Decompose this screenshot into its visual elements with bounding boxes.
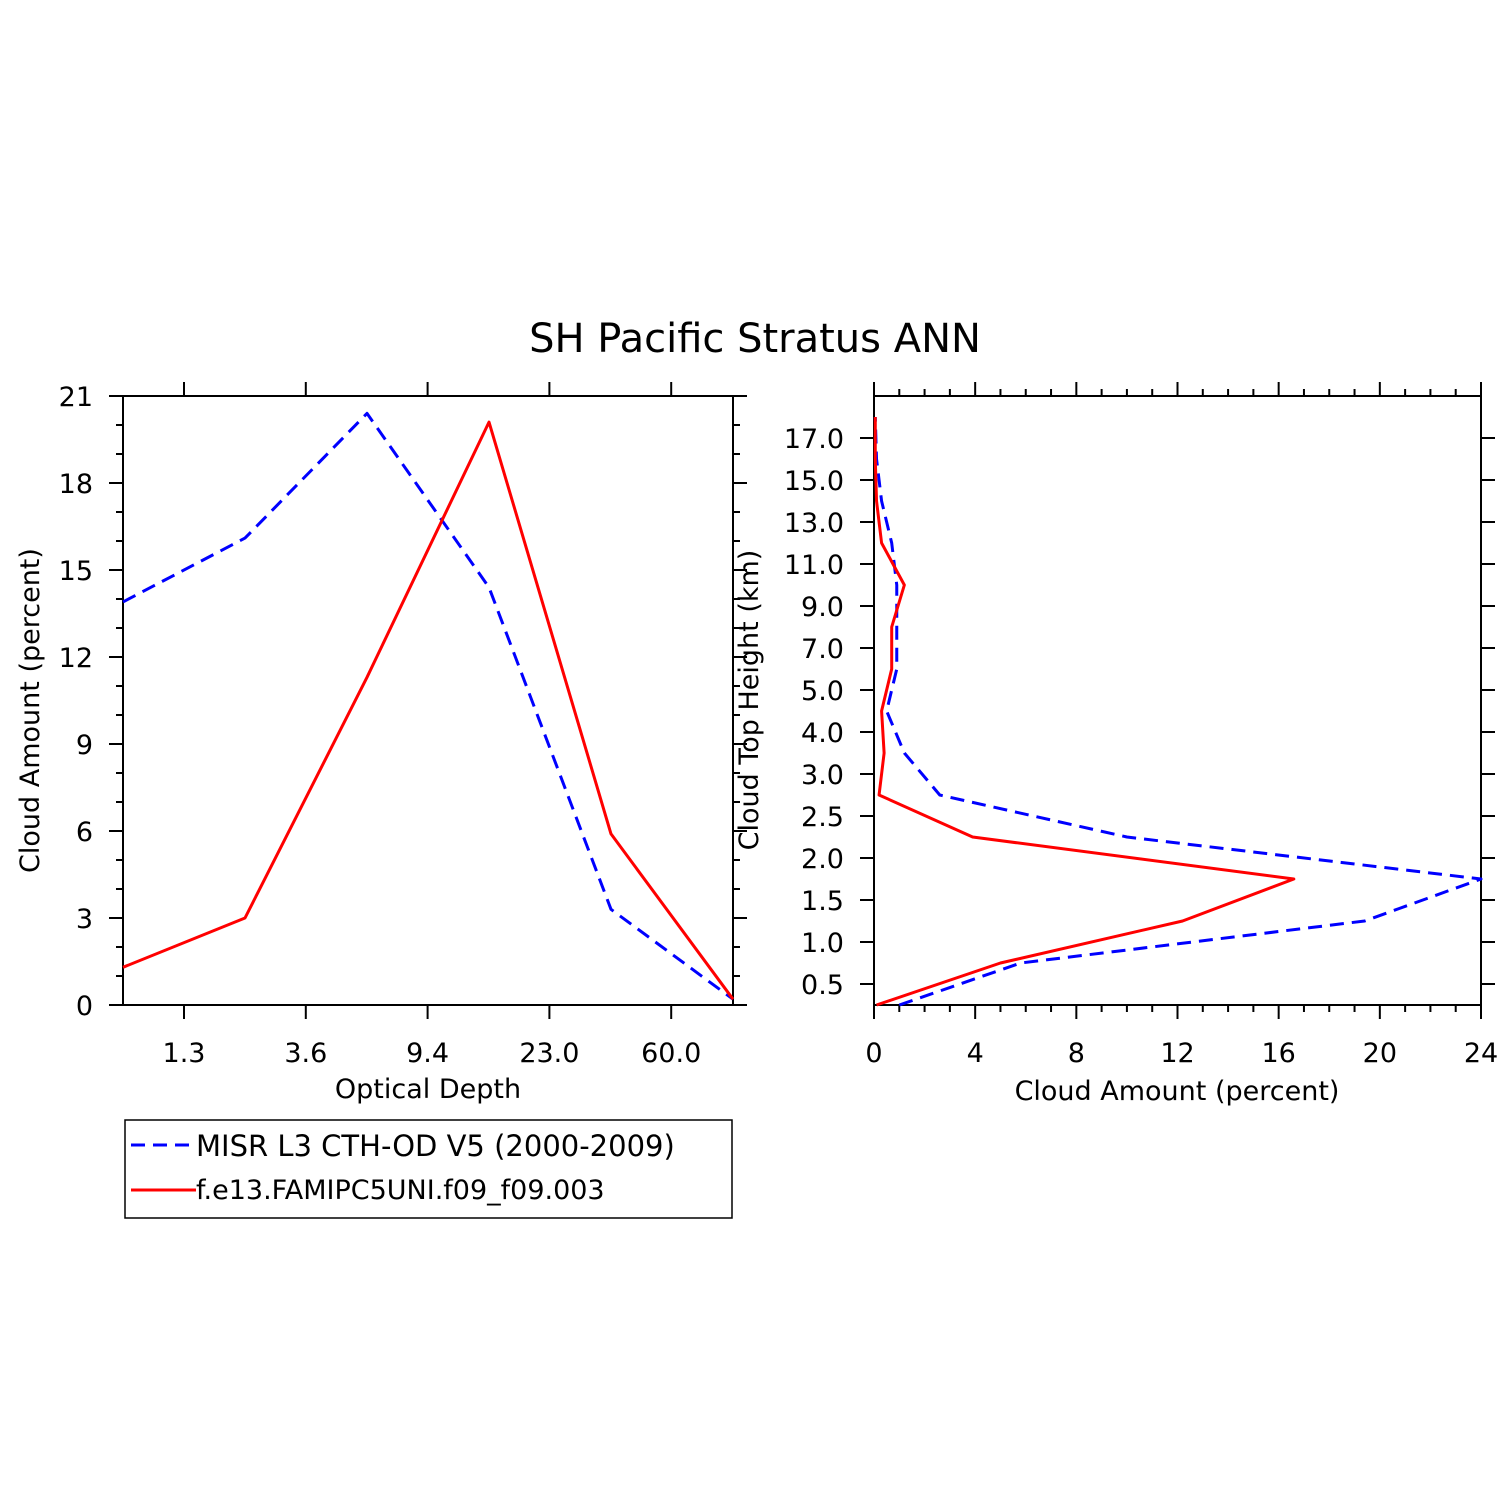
- x-tick-label: 12: [1160, 1038, 1194, 1069]
- y-tick-label: 6: [76, 817, 93, 848]
- y-tick-label: 21: [59, 382, 93, 413]
- y-tick-label: 15.0: [784, 466, 844, 497]
- legend: MISR L3 CTH-OD V5 (2000-2009) f.e13.FAMI…: [124, 1119, 733, 1219]
- x-axis-label: Optical Depth: [335, 1074, 521, 1105]
- y-tick-label: 9.0: [801, 592, 844, 623]
- y-tick-label: 9: [76, 730, 93, 761]
- series-line-model: [122, 420, 735, 1001]
- y-tick-label: 15: [59, 556, 93, 587]
- cloud-top-height-panel: 0 4 8 12 16 20 24 0.5 1.0 1.5 2.0 2.5 3.0 4.0 5.0 7.0 9.…: [734, 382, 1498, 1107]
- x-tick-label: 60.0: [641, 1038, 701, 1069]
- y-axis-label: Cloud Top Height (km): [734, 550, 765, 851]
- x-tick-label: 1.3: [163, 1038, 206, 1069]
- series-line-obs: [122, 411, 734, 1001]
- x-tick-label: 24: [1464, 1038, 1498, 1069]
- x-tick-label: 23.0: [519, 1038, 579, 1069]
- y-tick-label: 1.0: [801, 928, 844, 959]
- y-tick-label: 11.0: [784, 550, 844, 581]
- y-tick-label: 7.0: [801, 634, 844, 665]
- y-tick-label: 1.5: [801, 886, 844, 917]
- plot-frame: [873, 395, 1482, 1006]
- y-tick-label: 17.0: [784, 424, 844, 455]
- y-tick-label: 3: [76, 904, 93, 935]
- legend-item-model: f.e13.FAMIPC5UNI.f09_f09.003: [131, 1175, 605, 1206]
- y-tick-label: 12: [59, 643, 93, 674]
- y-tick-label: 18: [59, 469, 93, 500]
- y-tick-label: 5.0: [801, 676, 844, 707]
- legend-label-obs: MISR L3 CTH-OD V5 (2000-2009): [196, 1129, 675, 1163]
- legend-box: [124, 1119, 733, 1219]
- x-tick-label: 16: [1261, 1038, 1295, 1069]
- legend-label-model: f.e13.FAMIPC5UNI.f09_f09.003: [196, 1175, 605, 1206]
- x-axis-label: Cloud Amount (percent): [1015, 1076, 1340, 1107]
- series-line-obs: [873, 416, 1483, 1007]
- y-tick-label: 0.5: [801, 970, 844, 1001]
- y-axis-label: Cloud Amount (percent): [15, 548, 46, 873]
- x-tick-label: 3.6: [284, 1038, 327, 1069]
- x-tick-label: 9.4: [406, 1038, 449, 1069]
- y-tick-label: 2.0: [801, 844, 844, 875]
- plot-frame: [122, 395, 734, 1006]
- y-tick-label: 4.0: [801, 718, 844, 749]
- x-tick-label: 20: [1363, 1038, 1397, 1069]
- y-tick-label: 3.0: [801, 760, 844, 791]
- y-tick-label: 13.0: [784, 508, 844, 539]
- x-tick-label: 4: [967, 1038, 984, 1069]
- optical-depth-panel: 1.3 3.6 9.4 23.0 60.0 0 3 6 9 12 15 18 21 Optical Dep…: [15, 382, 747, 1105]
- series-line-model: [873, 417, 1296, 1007]
- x-tick-label: 0: [865, 1038, 882, 1069]
- legend-item-obs: MISR L3 CTH-OD V5 (2000-2009): [131, 1129, 675, 1163]
- y-tick-label: 0: [76, 991, 93, 1022]
- x-tick-label: 8: [1068, 1038, 1085, 1069]
- y-tick-label: 2.5: [801, 802, 844, 833]
- chart-title: SH Pacific Stratus ANN: [529, 316, 981, 362]
